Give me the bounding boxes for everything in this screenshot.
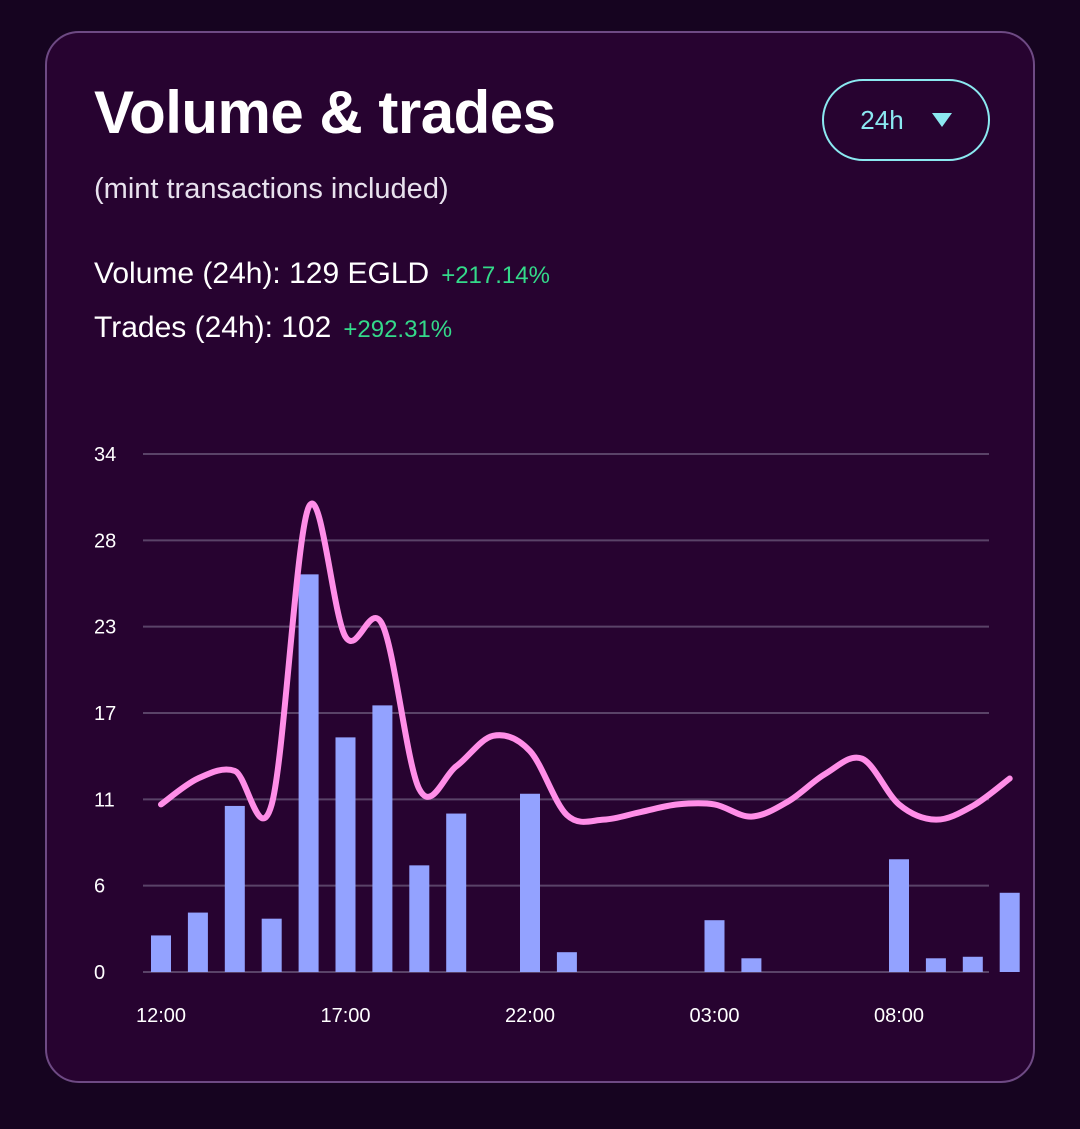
y-tick-label: 0 bbox=[94, 962, 105, 984]
volume-line bbox=[158, 500, 1013, 825]
trades-bar bbox=[261, 918, 282, 972]
y-tick-label: 28 bbox=[94, 530, 116, 552]
y-tick-label: 23 bbox=[94, 617, 116, 639]
trades-bar bbox=[224, 805, 245, 972]
card-subtitle: (mint transactions included) bbox=[94, 173, 449, 205]
trades-bar bbox=[409, 865, 430, 972]
trades-bar bbox=[741, 958, 762, 972]
x-tick-label: 12:00 bbox=[136, 1005, 186, 1027]
chevron-down-icon bbox=[931, 113, 952, 127]
x-tick-label: 22:00 bbox=[505, 1005, 555, 1027]
x-tick-label: 03:00 bbox=[689, 1005, 739, 1027]
trades-stat: Trades (24h): 102 +292.31% bbox=[94, 313, 452, 343]
card-title: Volume & trades bbox=[94, 79, 556, 146]
y-tick-label: 34 bbox=[94, 444, 116, 466]
trades-stat-label: Trades (24h): 102 bbox=[94, 311, 332, 344]
trades-bar bbox=[446, 813, 467, 972]
trades-bar bbox=[298, 574, 319, 972]
y-tick-label: 17 bbox=[94, 703, 116, 725]
volume-change-badge: +217.14% bbox=[441, 262, 550, 289]
y-tick-label: 6 bbox=[94, 876, 105, 898]
trades-bar bbox=[556, 952, 577, 972]
trades-bar bbox=[889, 859, 909, 972]
trades-bar bbox=[999, 892, 1020, 972]
trades-change-badge: +292.31% bbox=[343, 316, 453, 343]
trades-bar bbox=[151, 935, 171, 972]
trades-bar bbox=[372, 705, 393, 972]
trades-bar bbox=[187, 912, 208, 972]
trades-bar bbox=[704, 920, 725, 972]
x-tick-label: 17:00 bbox=[320, 1005, 370, 1027]
y-tick-label: 11 bbox=[94, 789, 115, 811]
volume-stat-label: Volume (24h): 129 EGLD bbox=[94, 257, 430, 290]
time-range-dropdown[interactable]: 24h bbox=[822, 79, 990, 161]
trades-bar bbox=[925, 958, 946, 972]
trades-bar bbox=[962, 956, 983, 972]
trades-bar bbox=[335, 737, 356, 972]
trades-bar bbox=[520, 793, 540, 972]
volume-stat: Volume (24h): 129 EGLD +217.14% bbox=[94, 259, 550, 289]
time-range-value: 24h bbox=[860, 104, 904, 135]
x-tick-label: 08:00 bbox=[874, 1005, 924, 1027]
